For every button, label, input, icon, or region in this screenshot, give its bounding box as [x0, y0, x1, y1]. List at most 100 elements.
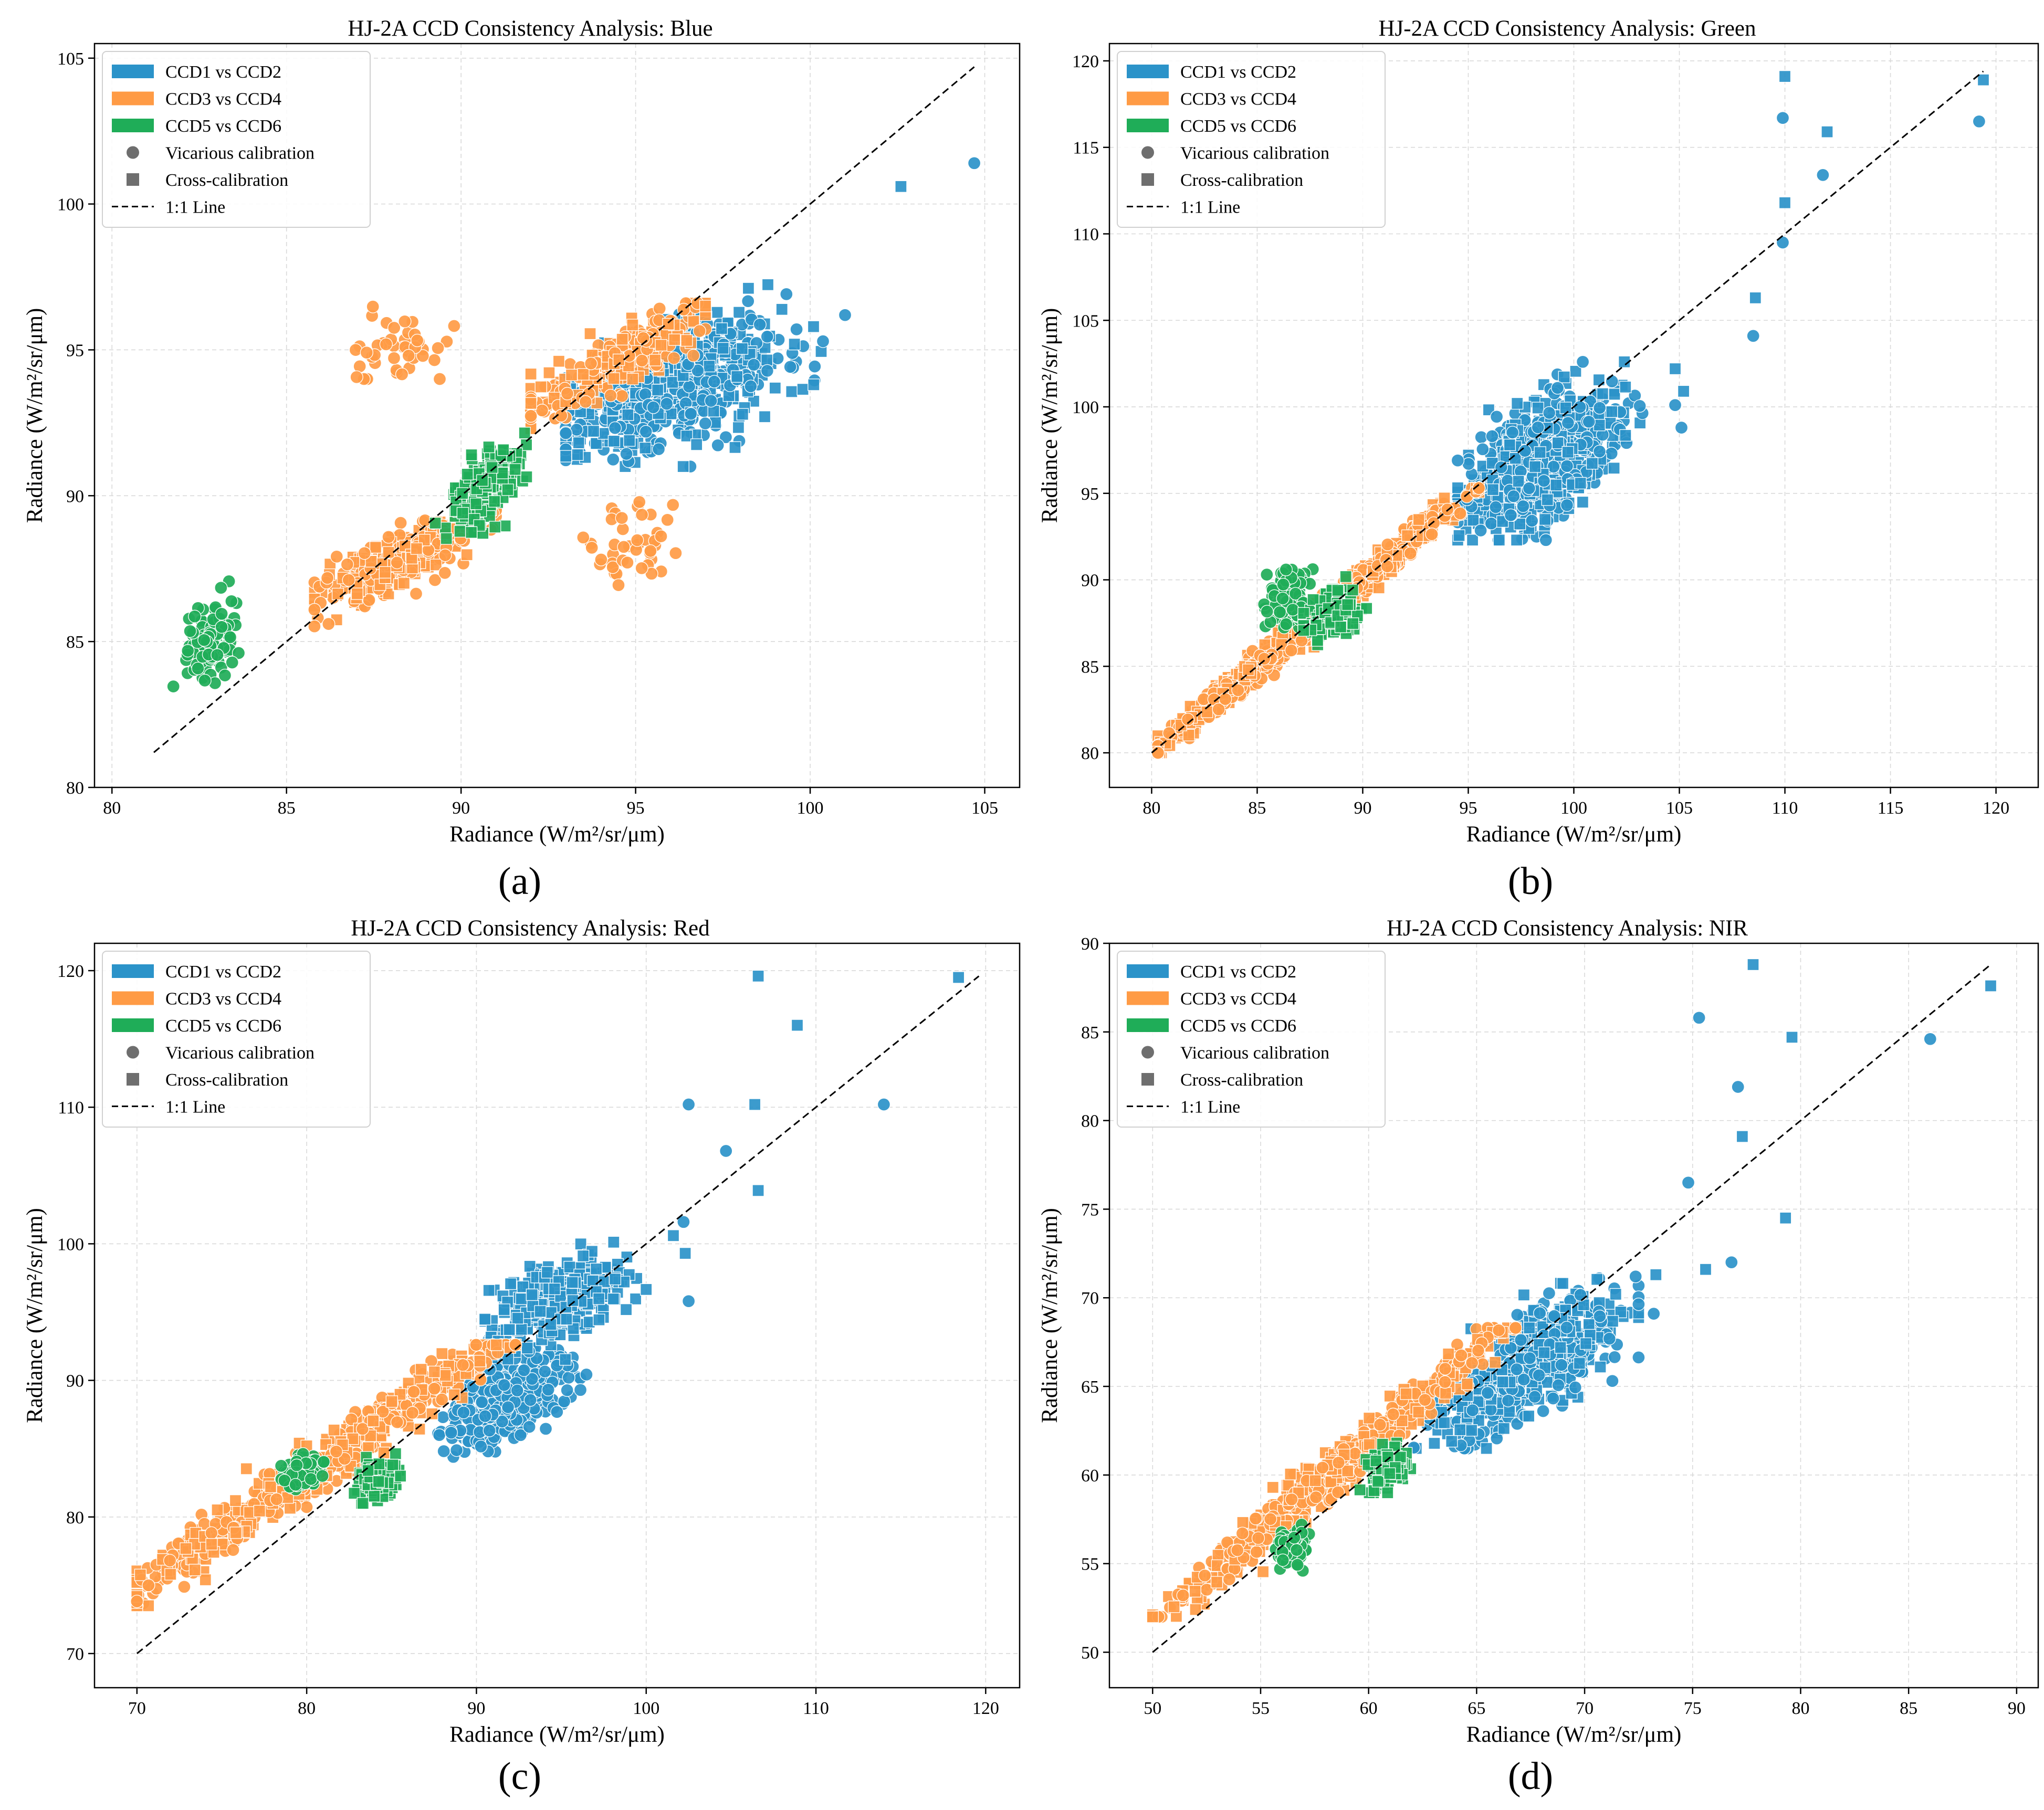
ccd34-cross-point	[626, 373, 639, 385]
ccd12-cross-point	[651, 384, 664, 396]
ccd34-vicarious-point	[617, 540, 631, 554]
ccd12-cross-point	[1510, 534, 1523, 546]
ccd56-cross-point	[476, 474, 489, 487]
ccd12-cross-point	[526, 1288, 538, 1301]
ccd12-cross-point	[521, 1342, 533, 1354]
ccd56-vicarious-point	[181, 644, 195, 658]
ccd12-cross-point	[566, 1276, 579, 1289]
ccd34-cross-point	[429, 559, 443, 571]
ccd12-cross-point	[808, 378, 820, 391]
ccd56-vicarious-point	[191, 661, 205, 676]
ccd34-cross-point	[1372, 582, 1385, 594]
ccd34-cross-point	[331, 587, 344, 601]
legend-label: Cross-calibration	[1180, 171, 1303, 190]
ccd12-cross-point	[1561, 446, 1574, 459]
ccd12-cross-point	[515, 1323, 528, 1336]
ccd34-cross-point	[534, 381, 547, 393]
ccd34-vicarious-point	[394, 516, 407, 530]
ccd34-vicarious-point	[390, 555, 404, 570]
ccd12-vicarious-point	[707, 375, 721, 388]
ccd56-cross-point	[1297, 624, 1310, 637]
y-tick-label: 120	[1072, 52, 1099, 71]
ccd12-cross-point	[560, 1313, 573, 1325]
ccd12-cross-point	[574, 1238, 587, 1250]
ccd56-cross-point	[499, 520, 511, 532]
y-tick-label: 95	[66, 341, 84, 360]
x-tick-label: 105	[1666, 798, 1693, 818]
ccd12-cross-point	[541, 1266, 554, 1279]
ccd34-cross-point	[584, 327, 596, 340]
ccd12-vicarious-point	[1605, 374, 1619, 388]
ccd12-cross-point	[607, 1292, 620, 1306]
ccd12-cross-point	[1467, 514, 1480, 527]
ccd34-vicarious-point	[1453, 507, 1467, 520]
ccd12-cross-point	[548, 1282, 561, 1296]
ccd34-cross-point	[543, 366, 555, 379]
ccd12-vicarious-point	[1668, 398, 1682, 412]
ccd34-vicarious-point	[1219, 692, 1232, 706]
ccd56-vicarious-point	[215, 620, 228, 634]
ccd34-cross-point	[1438, 492, 1451, 504]
ccd12-cross-point	[717, 342, 729, 355]
ccd12-cross-point	[1608, 462, 1620, 475]
ccd56-cross-point	[1334, 620, 1347, 634]
panel-b-letter: (b)	[1508, 860, 1553, 903]
ccd12-cross-point	[559, 450, 572, 462]
ccd12-vicarious-point	[744, 380, 758, 393]
ccd12-cross-point	[1586, 457, 1599, 470]
ccd12-vicarious-point	[1972, 114, 1986, 128]
x-tick-label: 115	[1878, 798, 1904, 818]
y-tick-label: 90	[1081, 571, 1099, 591]
ccd12-vicarious-point	[790, 322, 803, 336]
ccd56-cross-point	[465, 526, 478, 539]
ccd34-cross-point	[410, 542, 423, 555]
ccd34-vicarious-point	[633, 495, 646, 509]
ccd34-cross-point	[369, 541, 382, 554]
ccd56-cross-point	[501, 483, 514, 496]
ccd12-vicarious-point	[510, 1384, 524, 1397]
y-tick-label: 110	[1073, 225, 1099, 244]
ccd12-vicarious-point	[1507, 489, 1521, 503]
ccd12-vicarious-point	[559, 426, 573, 440]
ccd12-cross-point	[559, 1353, 572, 1366]
ccd12-vicarious-point	[639, 425, 653, 438]
ccd12-cross-point	[1977, 73, 1990, 86]
ccd12-vicarious-point	[541, 1383, 555, 1396]
ccd12-vicarious-point	[660, 397, 674, 411]
ccd34-cross-point	[436, 1347, 448, 1360]
ccd12-cross-point	[1528, 460, 1542, 473]
ccd12-vicarious-point	[838, 308, 852, 322]
panel-a-x-axis-label: Radiance (W/m²/sr/μm)	[449, 822, 665, 847]
ccd12-cross-point	[1550, 479, 1563, 491]
ccd56-vicarious-point	[218, 668, 232, 682]
ccd12-vicarious-point	[1776, 111, 1790, 125]
ccd34-vicarious-point	[612, 578, 625, 592]
ccd34-vicarious-point	[661, 513, 674, 527]
ccd12-cross-point	[590, 437, 603, 450]
ccd12-cross-point	[1541, 493, 1554, 506]
ccd12-cross-point	[1778, 196, 1791, 209]
ccd12-cross-point	[639, 441, 652, 455]
ccd12-cross-point	[769, 382, 781, 394]
ccd12-vicarious-point	[1561, 416, 1575, 430]
ccd56-vicarious-point	[1260, 605, 1274, 618]
x-tick-label: 95	[1459, 798, 1477, 818]
ccd56-cross-point	[486, 461, 498, 474]
ccd56-vicarious-point	[1280, 617, 1293, 631]
ccd12-vicarious-point	[652, 442, 666, 456]
ccd12-cross-point	[1619, 381, 1632, 393]
ccd34-vicarious-point	[379, 338, 393, 351]
ccd34-vicarious-point	[398, 314, 412, 328]
ccd12-cross-point	[732, 306, 746, 319]
ccd34-vicarious-point	[560, 387, 574, 401]
ccd12-cross-point	[680, 429, 693, 443]
ccd34-cross-point	[397, 577, 411, 590]
ccd12-cross-point	[761, 278, 774, 291]
ccd12-vicarious-point	[474, 1439, 488, 1454]
ccd12-cross-point	[796, 383, 809, 396]
ccd56-cross-point	[456, 507, 469, 520]
ccd12-cross-point	[775, 303, 788, 315]
ccd34-cross-point	[655, 339, 667, 352]
ccd12-cross-point	[1669, 362, 1682, 375]
